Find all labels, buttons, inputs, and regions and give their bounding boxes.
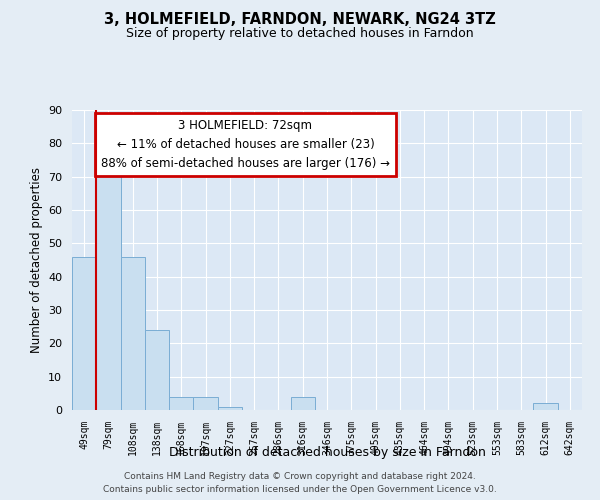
Bar bbox=[72, 256, 96, 410]
Text: Contains public sector information licensed under the Open Government Licence v3: Contains public sector information licen… bbox=[103, 485, 497, 494]
Bar bbox=[145, 330, 169, 410]
Text: Size of property relative to detached houses in Farndon: Size of property relative to detached ho… bbox=[126, 28, 474, 40]
Text: Distribution of detached houses by size in Farndon: Distribution of detached houses by size … bbox=[169, 446, 485, 459]
Bar bbox=[193, 396, 218, 410]
Text: 3 HOLMEFIELD: 72sqm
← 11% of detached houses are smaller (23)
88% of semi-detach: 3 HOLMEFIELD: 72sqm ← 11% of detached ho… bbox=[101, 119, 390, 170]
Bar bbox=[218, 406, 242, 410]
Bar bbox=[290, 396, 315, 410]
Bar bbox=[121, 256, 145, 410]
Bar bbox=[533, 404, 558, 410]
Text: 3, HOLMEFIELD, FARNDON, NEWARK, NG24 3TZ: 3, HOLMEFIELD, FARNDON, NEWARK, NG24 3TZ bbox=[104, 12, 496, 28]
Text: Contains HM Land Registry data © Crown copyright and database right 2024.: Contains HM Land Registry data © Crown c… bbox=[124, 472, 476, 481]
Bar bbox=[96, 166, 121, 410]
Y-axis label: Number of detached properties: Number of detached properties bbox=[29, 167, 43, 353]
Bar bbox=[169, 396, 193, 410]
